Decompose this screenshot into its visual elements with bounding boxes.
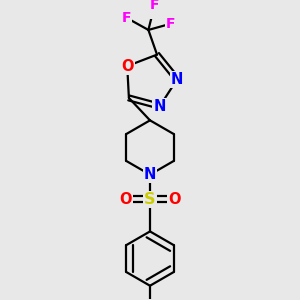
Text: S: S — [144, 192, 156, 207]
Text: F: F — [122, 11, 131, 25]
Text: N: N — [171, 72, 183, 87]
Text: N: N — [144, 167, 156, 182]
Text: F: F — [150, 0, 159, 12]
Text: O: O — [121, 58, 134, 74]
Text: O: O — [119, 192, 132, 207]
Text: F: F — [166, 17, 175, 31]
Text: N: N — [154, 99, 166, 114]
Text: O: O — [168, 192, 181, 207]
